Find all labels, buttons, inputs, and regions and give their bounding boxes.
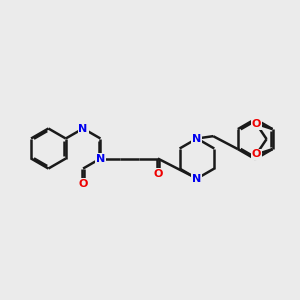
Text: O: O	[252, 119, 261, 129]
Text: N: N	[79, 124, 88, 134]
Text: N: N	[192, 134, 202, 143]
Text: N: N	[192, 174, 202, 184]
Text: N: N	[96, 154, 105, 164]
Text: O: O	[252, 149, 261, 159]
Text: O: O	[153, 169, 163, 179]
Text: O: O	[78, 179, 88, 189]
